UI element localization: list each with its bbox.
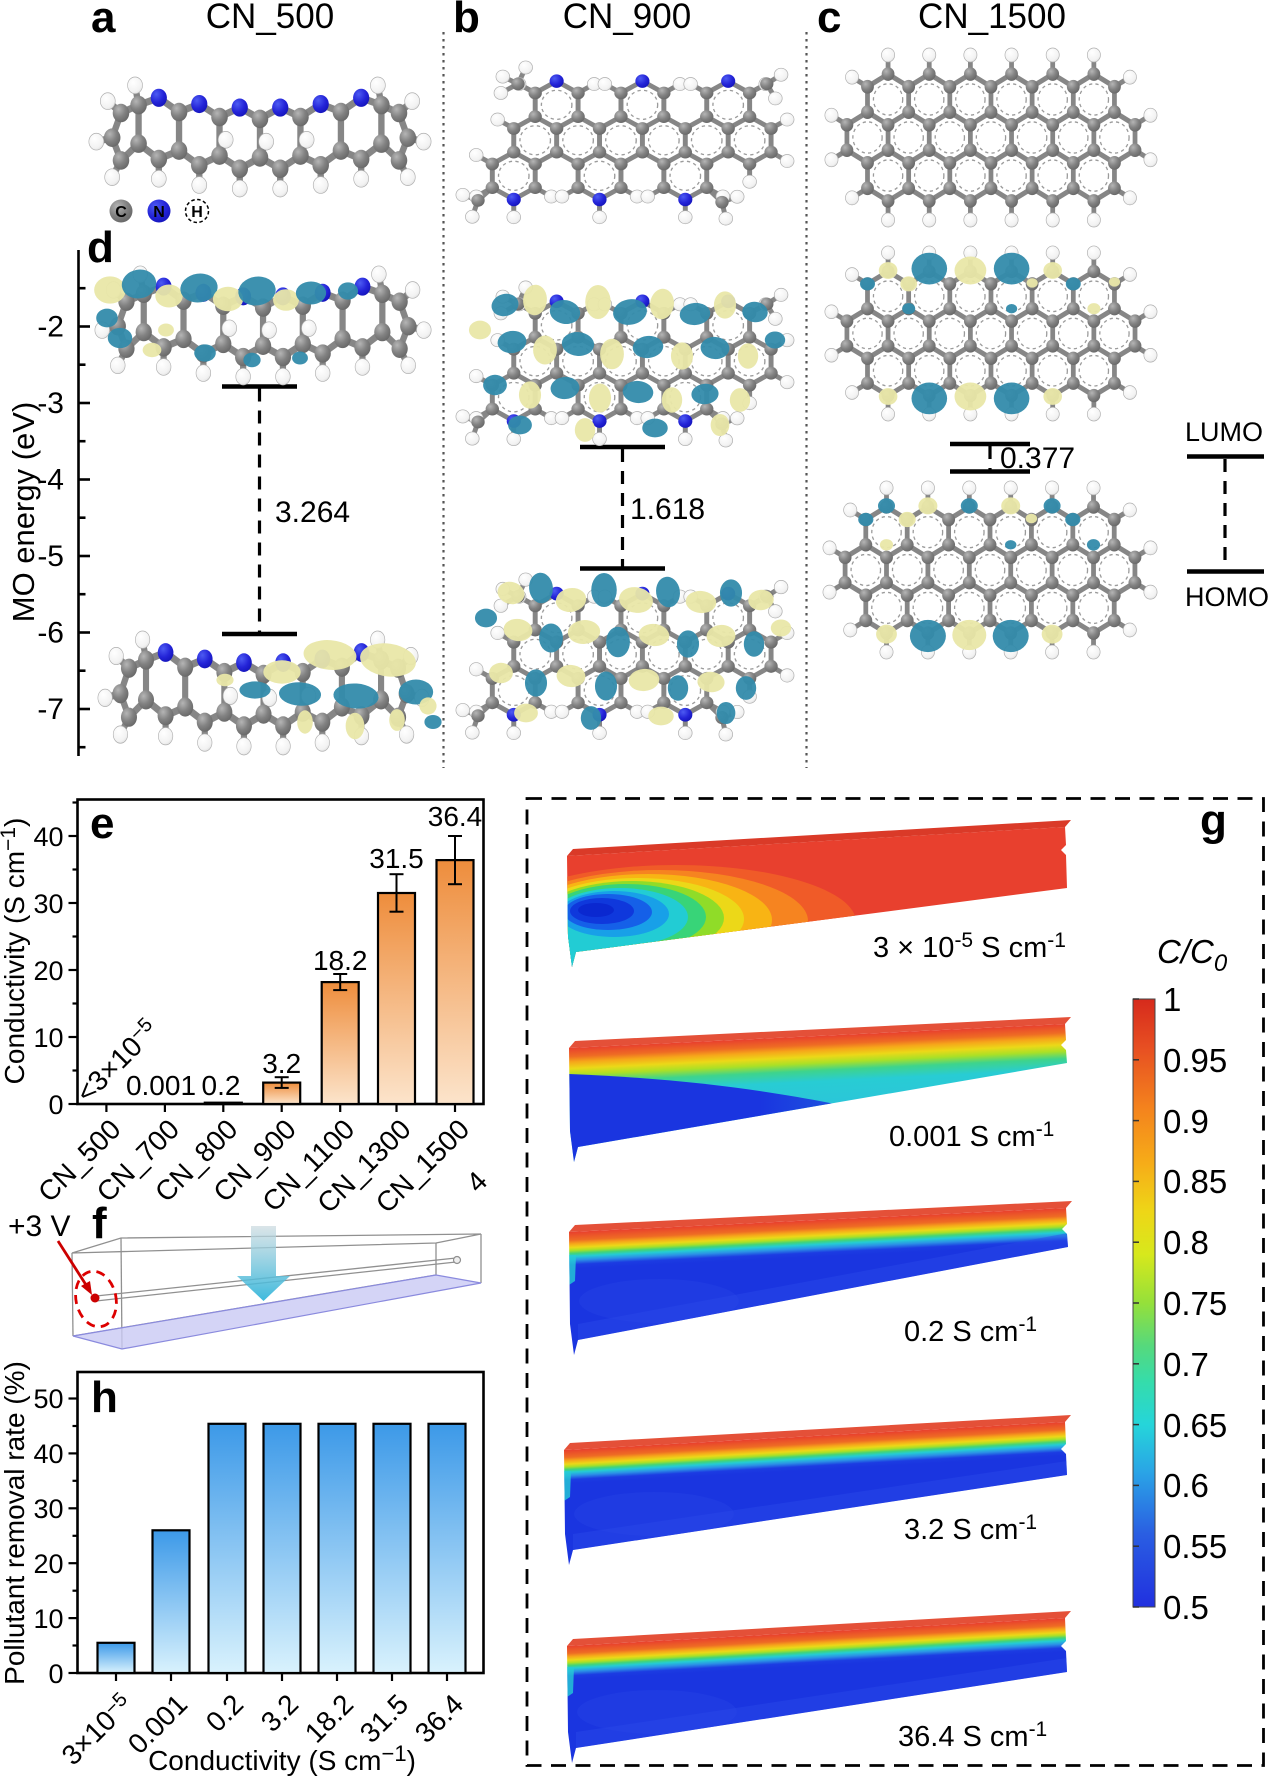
svg-text:0.7: 0.7 — [1163, 1346, 1209, 1383]
svg-text:3.2: 3.2 — [262, 1048, 301, 1079]
svg-text:-3: -3 — [37, 387, 64, 420]
svg-text:0.2 S cm-1: 0.2 S cm-1 — [904, 1313, 1037, 1348]
svg-text:30: 30 — [33, 889, 63, 919]
svg-text:Conductivity (S cm−1): Conductivity (S cm−1) — [0, 818, 30, 1085]
svg-text:0.75: 0.75 — [1163, 1285, 1227, 1322]
svg-text:N: N — [153, 204, 165, 221]
svg-text:31.5: 31.5 — [369, 843, 424, 874]
svg-text:0: 0 — [48, 1090, 63, 1120]
svg-text:1.618: 1.618 — [630, 493, 705, 526]
svg-text:LUMO: LUMO — [1185, 417, 1263, 447]
svg-text:CN_1500: CN_1500 — [918, 0, 1066, 36]
svg-text:0.9: 0.9 — [1163, 1103, 1209, 1140]
svg-text:H: H — [191, 204, 203, 221]
svg-text:0.55: 0.55 — [1163, 1528, 1227, 1565]
svg-text:Conductivity (S cm−1): Conductivity (S cm−1) — [148, 1741, 416, 1776]
svg-text:0: 0 — [48, 1659, 63, 1689]
svg-text:3.264: 3.264 — [275, 496, 350, 529]
svg-text:+3 V: +3 V — [8, 1210, 71, 1243]
svg-text:1: 1 — [1163, 981, 1181, 1018]
svg-text:40: 40 — [33, 1439, 63, 1469]
svg-text:20: 20 — [33, 1549, 63, 1579]
svg-text:-4: -4 — [37, 464, 64, 497]
svg-text:-6: -6 — [37, 617, 64, 650]
svg-text:c: c — [817, 0, 841, 42]
svg-text:0.001 S cm-1: 0.001 S cm-1 — [889, 1118, 1054, 1153]
svg-text:18.2: 18.2 — [313, 945, 368, 976]
svg-text:CN_900: CN_900 — [563, 0, 691, 36]
svg-text:0.5: 0.5 — [1163, 1589, 1209, 1626]
svg-text:0.95: 0.95 — [1163, 1042, 1227, 1079]
svg-text:40: 40 — [33, 822, 63, 852]
svg-text:0.2: 0.2 — [202, 1070, 241, 1101]
svg-text:0.85: 0.85 — [1163, 1163, 1227, 1200]
svg-text:a: a — [91, 0, 116, 42]
svg-text:f: f — [92, 1199, 107, 1248]
svg-text:0.65: 0.65 — [1163, 1407, 1227, 1444]
svg-text:0.377: 0.377 — [1000, 442, 1075, 475]
svg-text:30: 30 — [33, 1494, 63, 1524]
svg-text:10: 10 — [33, 1023, 63, 1053]
svg-text:b: b — [453, 0, 480, 42]
svg-text:-2: -2 — [37, 311, 64, 344]
svg-text:-5: -5 — [37, 540, 64, 573]
svg-text:e: e — [90, 799, 114, 848]
svg-text:C: C — [115, 204, 127, 221]
svg-text:d: d — [87, 223, 114, 272]
svg-text:0.6: 0.6 — [1163, 1467, 1209, 1504]
svg-text:36.4: 36.4 — [428, 801, 483, 832]
svg-text:h: h — [91, 1373, 118, 1422]
svg-text:3.2 S cm-1: 3.2 S cm-1 — [904, 1511, 1037, 1546]
svg-text:g: g — [1200, 796, 1227, 845]
svg-text:HOMO: HOMO — [1185, 582, 1269, 612]
svg-text:0.8: 0.8 — [1163, 1224, 1209, 1261]
svg-text:Pollutant removal rate (%): Pollutant removal rate (%) — [0, 1361, 30, 1685]
svg-text:CN_500: CN_500 — [206, 0, 334, 36]
svg-text:0.001: 0.001 — [126, 1070, 196, 1101]
svg-text:10: 10 — [33, 1604, 63, 1634]
svg-text:50: 50 — [33, 1384, 63, 1414]
svg-text:MO energy (eV): MO energy (eV) — [6, 402, 41, 623]
svg-text:36.4 S cm-1: 36.4 S cm-1 — [898, 1718, 1047, 1753]
svg-text:-7: -7 — [37, 693, 64, 726]
svg-text:20: 20 — [33, 956, 63, 986]
